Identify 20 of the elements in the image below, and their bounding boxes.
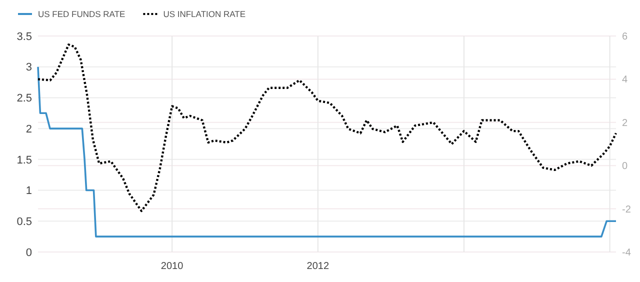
y-tick-label: 0.5 bbox=[16, 216, 32, 228]
y2-tick-label: 2 bbox=[622, 118, 628, 129]
line-series bbox=[37, 66, 617, 238]
x-tick-label: 2012 bbox=[306, 261, 330, 272]
y-tick-label: 1.5 bbox=[16, 154, 32, 166]
x-tick-label: 2010 bbox=[160, 261, 184, 272]
y2-tick-label: -4 bbox=[622, 248, 632, 258]
y-tick-label: 3.5 bbox=[16, 30, 32, 43]
y2-tick-label: 0 bbox=[622, 161, 628, 172]
y2-tick-label: -2 bbox=[622, 204, 632, 216]
legend-label: US FED FUNDS RATE bbox=[38, 8, 126, 19]
line-series bbox=[36, 44, 618, 212]
y2-tick-label: 6 bbox=[622, 32, 628, 42]
y-tick-label: 2.5 bbox=[16, 92, 32, 105]
y-tick-label: 1 bbox=[26, 185, 32, 198]
y-tick-label: 0 bbox=[26, 246, 32, 259]
y-tick-label: 2 bbox=[26, 123, 32, 136]
y-tick-label: 3 bbox=[26, 62, 32, 74]
legend-label: US INFLATION RATE bbox=[163, 8, 246, 19]
y2-tick-label: 4 bbox=[622, 74, 628, 86]
